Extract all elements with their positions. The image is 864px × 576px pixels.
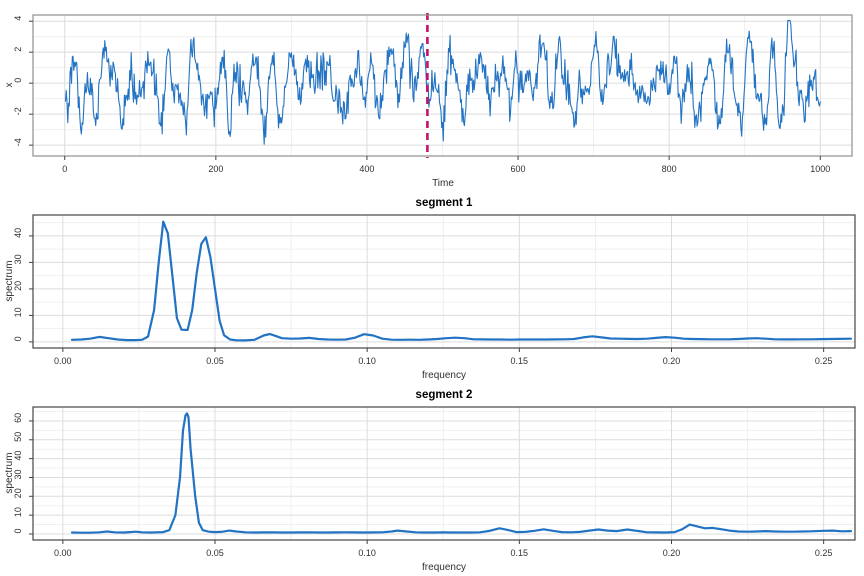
y-axis-label: x <box>4 83 15 88</box>
segment1-spectrum-plot: 0.00 0.05 0.10 0.15 0.20 0.25 0 10 20 30 40 segmen… <box>4 197 856 381</box>
tick-label: 20 <box>13 281 23 291</box>
tick-label: 800 <box>662 164 677 174</box>
tick-label: 0 <box>13 528 23 533</box>
tick-label: 0.05 <box>206 548 224 558</box>
x-axis-label: Time <box>432 178 454 189</box>
tick-label: 2 <box>13 47 23 52</box>
y-axis-label: spectrum <box>4 260 15 301</box>
tick-label: 0.20 <box>663 356 681 366</box>
tick-label: 0.15 <box>511 548 529 558</box>
tick-label: 0.10 <box>358 356 376 366</box>
x-axis-label: frequency <box>422 370 466 381</box>
tick-label: 0.00 <box>54 356 72 366</box>
tick-label: 0 <box>13 78 23 83</box>
tick-label: 30 <box>13 469 23 479</box>
x-axis-label: frequency <box>422 562 466 573</box>
tick-label: 10 <box>13 507 23 517</box>
series-line <box>70 412 853 534</box>
tick-label: 0 <box>13 336 23 341</box>
tick-label: -2 <box>13 107 23 115</box>
tick-label: 600 <box>511 164 526 174</box>
tick-label: 1000 <box>810 164 830 174</box>
plot-panel <box>33 407 855 540</box>
tick-label: 60 <box>13 413 23 423</box>
chart-title: segment 1 <box>416 197 473 209</box>
plot-panel <box>33 215 855 348</box>
tick-label: 40 <box>13 451 23 461</box>
panel-border <box>32 406 856 541</box>
panel-border <box>32 14 853 157</box>
y-axis-label: spectrum <box>4 452 15 493</box>
tick-label: 4 <box>13 16 23 21</box>
timeseries-plot: 0 200 400 600 800 1000 -4 -2 0 2 4 Time x <box>4 13 853 189</box>
tick-label: 0.25 <box>815 356 833 366</box>
tick-label: 50 <box>13 432 23 442</box>
tick-label: 0 <box>62 164 67 174</box>
tick-label: 0.20 <box>663 548 681 558</box>
segment2-spectrum-plot: 0.00 0.05 0.10 0.15 0.20 0.25 0 10 20 30 40 50 60 se… <box>4 389 856 573</box>
tick-label: 400 <box>359 164 374 174</box>
tick-label: 0.00 <box>54 548 72 558</box>
tick-label: 0.25 <box>815 548 833 558</box>
tick-label: 0.15 <box>511 356 529 366</box>
tick-label: 0.05 <box>206 356 224 366</box>
chart-title: segment 2 <box>416 389 473 401</box>
panel-border <box>32 214 856 349</box>
tick-label: 0.10 <box>358 548 376 558</box>
tick-label: 10 <box>13 307 23 317</box>
tick-label: 200 <box>208 164 223 174</box>
tick-label: 30 <box>13 254 23 264</box>
series-line <box>64 19 821 145</box>
tick-label: 40 <box>13 228 23 238</box>
series-line <box>70 220 853 342</box>
tick-label: -4 <box>13 138 23 146</box>
tick-label: 20 <box>13 488 23 498</box>
